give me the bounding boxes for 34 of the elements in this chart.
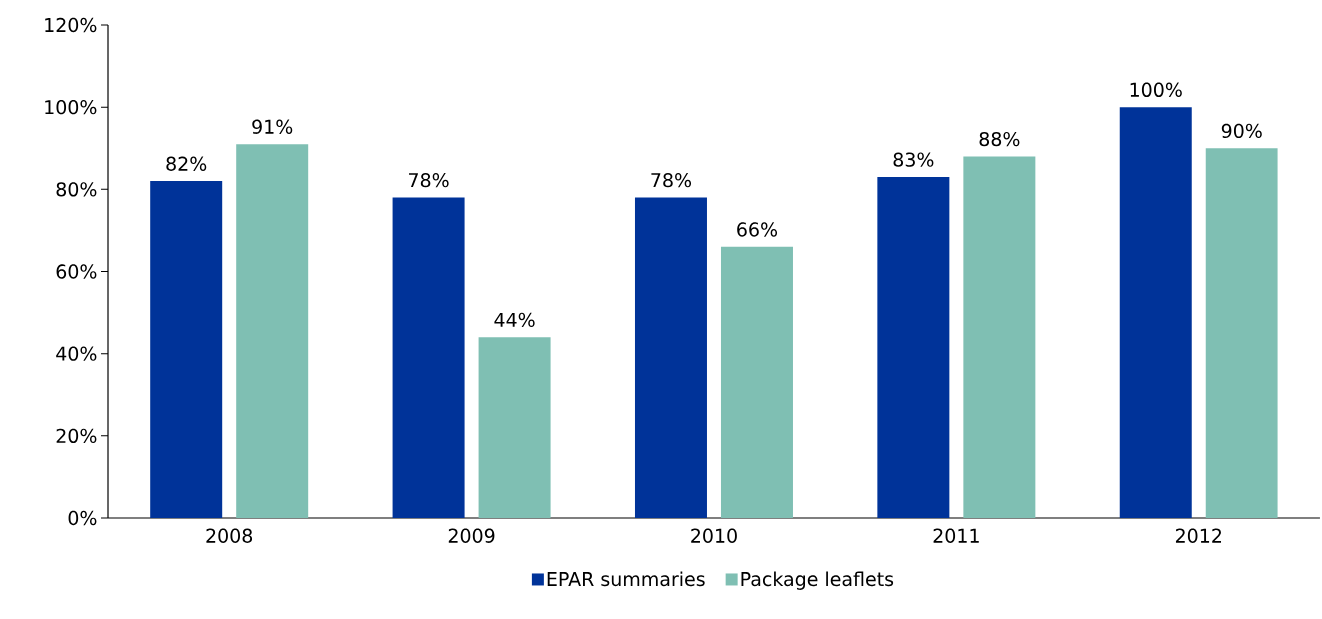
data-label: 83%	[893, 152, 934, 167]
y-tick-label: 100%	[45, 99, 97, 115]
legend-label: Package leaflets	[741, 571, 894, 590]
x-tick-label: 2012	[1175, 528, 1221, 543]
data-label: 66%	[737, 222, 778, 237]
data-label: 78%	[409, 172, 449, 188]
y-tick-label: 20%	[56, 428, 97, 444]
legend-label: EPAR summaries	[547, 571, 705, 587]
y-tick-label: 40%	[56, 346, 97, 361]
bar	[150, 181, 223, 518]
y-tick-label: 60%	[56, 264, 97, 279]
x-tick-label: 2009	[448, 528, 495, 543]
bar	[478, 337, 551, 518]
data-label: 82%	[166, 156, 207, 171]
data-label: 100%	[1130, 82, 1182, 97]
x-tick-label: 2010	[691, 528, 737, 543]
y-tick-label: 0%	[68, 510, 97, 526]
data-label: 44%	[494, 312, 535, 328]
x-tick-label: 2011	[933, 528, 979, 543]
bar	[1205, 148, 1278, 518]
x-tick-label: 2008	[206, 528, 253, 543]
bar	[877, 177, 950, 518]
bar	[720, 246, 793, 518]
bar	[236, 144, 309, 518]
y-tick-label: 80%	[56, 182, 97, 197]
bar	[1119, 107, 1192, 518]
data-label: 88%	[979, 131, 1020, 147]
data-label: 78%	[651, 172, 692, 188]
bar	[634, 197, 707, 518]
y-tick-label: 120%	[45, 17, 97, 33]
data-label: 90%	[1221, 123, 1262, 139]
data-label: 91%	[252, 119, 293, 134]
bar	[392, 197, 465, 518]
bar	[963, 156, 1036, 518]
